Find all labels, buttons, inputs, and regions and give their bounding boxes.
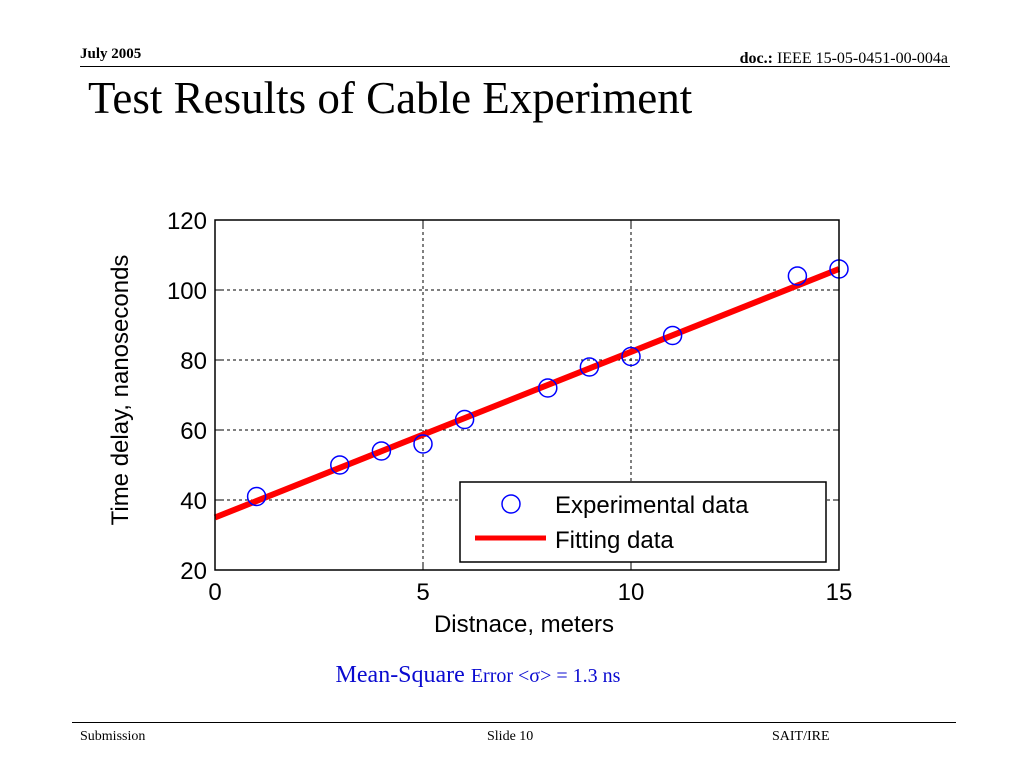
footer-submission: Submission: [80, 729, 146, 744]
y-tick-label: 120: [167, 208, 207, 235]
y-tick-label: 60: [180, 418, 207, 445]
legend-label-fitting: Fitting data: [555, 527, 674, 554]
data-point: [246, 486, 267, 507]
data-point: [454, 409, 475, 430]
data-point: [330, 455, 350, 475]
mse-caption: Mean-Square Error <σ> = 1.3 ns: [0, 662, 956, 689]
legend-box: [459, 481, 827, 563]
footer-org: SAIT/IRE: [772, 729, 830, 744]
footer-divider: [72, 722, 956, 723]
doc-label: doc.:: [739, 50, 773, 67]
header-divider: [80, 66, 950, 67]
y-axis-label: Time delay, nanoseconds: [107, 255, 134, 526]
x-tick-label: 10: [618, 579, 645, 606]
fitting-line: [213, 266, 841, 521]
data-point: [662, 325, 683, 346]
tick-labels: 0 5 10 15 20 40 60 80 100 120: [167, 208, 852, 606]
data-point: [538, 378, 558, 398]
slide-title: Test Results of Cable Experiment: [88, 73, 693, 123]
data-point: [579, 357, 600, 377]
x-tick-label: 5: [416, 579, 429, 606]
y-tick-label: 40: [180, 488, 207, 515]
data-point: [371, 441, 392, 461]
header-date: July 2005: [80, 46, 142, 62]
x-axis-label: Distnace, meters: [434, 611, 614, 638]
y-tick-label: 100: [167, 278, 207, 305]
axes: [214, 219, 840, 571]
data-point: [787, 266, 808, 286]
legend-label-experimental: Experimental data: [555, 492, 749, 519]
fitting-line-group: [213, 266, 841, 521]
data-point: [621, 346, 641, 367]
mse-prefix: Mean-Square: [335, 662, 465, 688]
mse-value: Error <σ> = 1.3 ns: [470, 665, 621, 687]
x-tick-label: 15: [826, 579, 853, 606]
x-tick-label: 0: [208, 579, 221, 606]
data-point: [413, 434, 433, 454]
y-tick-label: 80: [180, 348, 207, 375]
axes-frame: [214, 219, 840, 571]
y-tick-label: 20: [180, 558, 207, 585]
header-doc-id: doc.: IEEE 15-05-0451-00-004a: [740, 50, 948, 68]
legend: Experimental data Fitting data: [459, 481, 827, 563]
doc-id: IEEE 15-05-0451-00-004a: [776, 50, 948, 67]
footer-slide-number: Slide 10: [487, 729, 534, 744]
legend-marker-experimental: [501, 494, 521, 514]
